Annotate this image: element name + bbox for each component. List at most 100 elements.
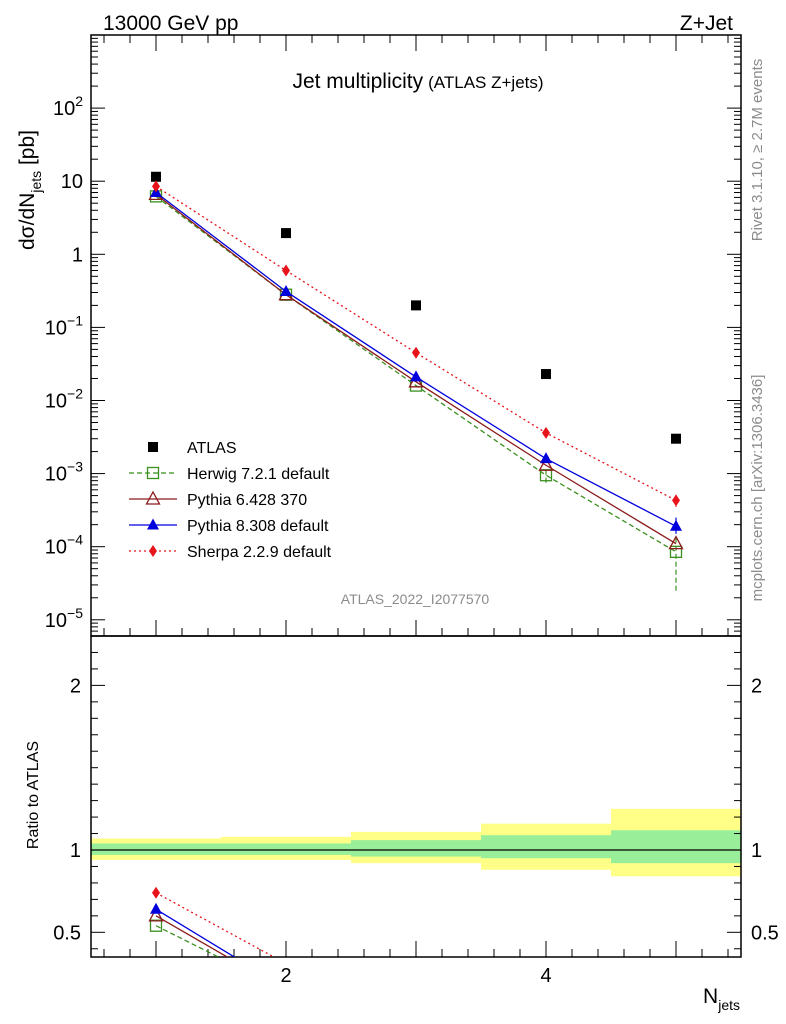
ratio-y-ticks bbox=[91, 651, 741, 950]
x-tick-label: 4 bbox=[540, 965, 551, 987]
legend-entry: Herwig 7.2.1 default bbox=[129, 466, 330, 483]
ratio-series-sherpa-2-2-9-default bbox=[152, 886, 276, 957]
legend-entry: Sherpa 2.2.9 default bbox=[129, 544, 332, 561]
main-y-tick-label-base: 10 bbox=[45, 317, 67, 339]
ratio-plot-area: 2 4 0.5 0.5 1 1 2 2 bbox=[53, 35, 779, 987]
ratio-series bbox=[148, 886, 276, 957]
series-line bbox=[155, 193, 677, 545]
x-ticks bbox=[103, 35, 729, 957]
legend-label: Pythia 6.428 370 bbox=[187, 492, 307, 509]
ratio-y-tick-label-right: 2 bbox=[751, 675, 762, 697]
data-point bbox=[672, 494, 680, 507]
main-y-tick-label-base: 10 bbox=[45, 464, 67, 486]
analysis-watermark: ATLAS_2022_I2077570 bbox=[341, 591, 490, 607]
data-point bbox=[540, 452, 552, 464]
main-y-tick-label: 10−4 bbox=[45, 532, 83, 559]
legend-marker bbox=[146, 466, 160, 480]
ratio-line bbox=[155, 915, 229, 957]
x-axis-label-main: N bbox=[703, 985, 718, 1008]
plot-title-main: Jet multiplicity bbox=[292, 70, 423, 93]
main-y-tick-label: 10−5 bbox=[45, 605, 83, 632]
inner-band-bin-2 bbox=[221, 843, 351, 855]
x-axis-label: Njets bbox=[703, 985, 740, 1013]
data-point bbox=[151, 171, 161, 182]
ratio-series-pythia-6-428-370 bbox=[148, 907, 229, 957]
data-point bbox=[282, 264, 290, 277]
legend-label: Pythia 8.308 default bbox=[187, 518, 329, 535]
data-point bbox=[668, 535, 684, 550]
data-point bbox=[410, 370, 422, 382]
main-y-tick-label: 10 bbox=[61, 171, 83, 193]
legend-label: ATLAS bbox=[187, 440, 237, 457]
ratio-y-tick-label: 1 bbox=[70, 840, 81, 862]
main-y-tick-label: 1 bbox=[72, 244, 83, 266]
main-y-tick-label: 10−2 bbox=[45, 385, 83, 412]
ratio-y-axis-label: Ratio to ATLAS bbox=[25, 741, 42, 849]
legend-entry: Pythia 8.308 default bbox=[129, 518, 329, 535]
legend-marker bbox=[148, 442, 158, 452]
data-point bbox=[542, 426, 550, 439]
main-y-tick-label-base: 10 bbox=[45, 610, 67, 632]
inner-band-bin-4 bbox=[481, 835, 611, 859]
legend-entry: ATLAS bbox=[148, 440, 237, 457]
main-y-axis-label: dσ/dNjets [pb] bbox=[16, 130, 44, 250]
ratio-series-herwig-7-2-1-default bbox=[149, 919, 220, 957]
legend: ATLAS Herwig 7.2.1 default Pythia 6.428 37… bbox=[129, 440, 332, 561]
data-point bbox=[280, 284, 292, 296]
data-point bbox=[152, 180, 160, 193]
legend-entry: Pythia 6.428 370 bbox=[129, 490, 307, 509]
data-point bbox=[671, 433, 681, 444]
legend-marker bbox=[147, 518, 159, 530]
main-y-tick-label-exp: −5 bbox=[67, 605, 83, 621]
main-y-tick-label-exp: −3 bbox=[67, 459, 83, 475]
main-y-tick-label-exp: −2 bbox=[67, 385, 83, 401]
plot-title: Jet multiplicity (ATLAS Z+jets) bbox=[292, 70, 543, 93]
main-y-ticks bbox=[91, 34, 741, 637]
legend-marker bbox=[149, 545, 157, 557]
inner-band-bin-3 bbox=[351, 840, 481, 857]
main-y-tick-label-base: 10 bbox=[45, 537, 67, 559]
plot-subtitle: (ATLAS Z+jets) bbox=[428, 73, 543, 92]
main-y-axis-label-main: dσ/dN bbox=[16, 193, 39, 250]
ratio-y-tick-label: 0.5 bbox=[53, 922, 81, 944]
ratio-y-tick-label-right: 1 bbox=[751, 840, 762, 862]
uncertainty-bands bbox=[91, 808, 741, 877]
header-process-label: 13000 GeV pp bbox=[103, 12, 238, 35]
main-y-tick-label-exp: 2 bbox=[75, 93, 83, 109]
main-y-tick-label-exp: −1 bbox=[67, 312, 83, 328]
main-y-tick-label-base: 10 bbox=[61, 171, 83, 193]
series-atlas bbox=[151, 171, 681, 444]
main-y-axis-label-unit: [pb] bbox=[16, 130, 39, 171]
series-sherpa-2-2-9-default bbox=[152, 180, 680, 507]
data-point bbox=[411, 300, 421, 311]
ratio-line bbox=[155, 925, 220, 957]
main-y-tick-label: 102 bbox=[53, 93, 83, 120]
inner-band-bin-5 bbox=[611, 830, 741, 864]
legend-label: Sherpa 2.2.9 default bbox=[187, 544, 332, 561]
series-line bbox=[155, 185, 677, 501]
data-point bbox=[538, 456, 554, 471]
main-y-tick-label-base: 10 bbox=[53, 98, 75, 120]
main-y-axis-label-sub: jets bbox=[28, 171, 44, 194]
data-point bbox=[670, 519, 682, 531]
main-y-tick-label: 10−1 bbox=[45, 312, 83, 339]
x-axis-label-sub: jets bbox=[717, 997, 740, 1013]
ratio-point bbox=[152, 886, 160, 899]
data-point bbox=[412, 346, 420, 359]
legend-marker bbox=[145, 490, 161, 505]
ratio-y-tick-label-right: 0.5 bbox=[751, 922, 779, 944]
ratio-point bbox=[148, 907, 164, 922]
ratio-point bbox=[150, 902, 162, 914]
ratio-series-pythia-8-308-default bbox=[150, 902, 236, 957]
main-y-tick-label-base: 10 bbox=[45, 390, 67, 412]
main-y-tick-label-base: 1 bbox=[72, 244, 83, 266]
main-y-tick-label-exp: −4 bbox=[67, 532, 83, 548]
mcplots-reference-label: mcplots.cern.ch [arXiv:1306.3436] bbox=[749, 375, 766, 602]
legend-label: Herwig 7.2.1 default bbox=[187, 466, 330, 483]
data-point bbox=[669, 545, 683, 558]
data-point bbox=[541, 369, 551, 380]
header-channel-label: Z+Jet bbox=[680, 12, 733, 35]
x-tick-label: 2 bbox=[280, 965, 291, 987]
ratio-y-tick-label: 2 bbox=[70, 675, 81, 697]
data-point bbox=[281, 228, 291, 239]
